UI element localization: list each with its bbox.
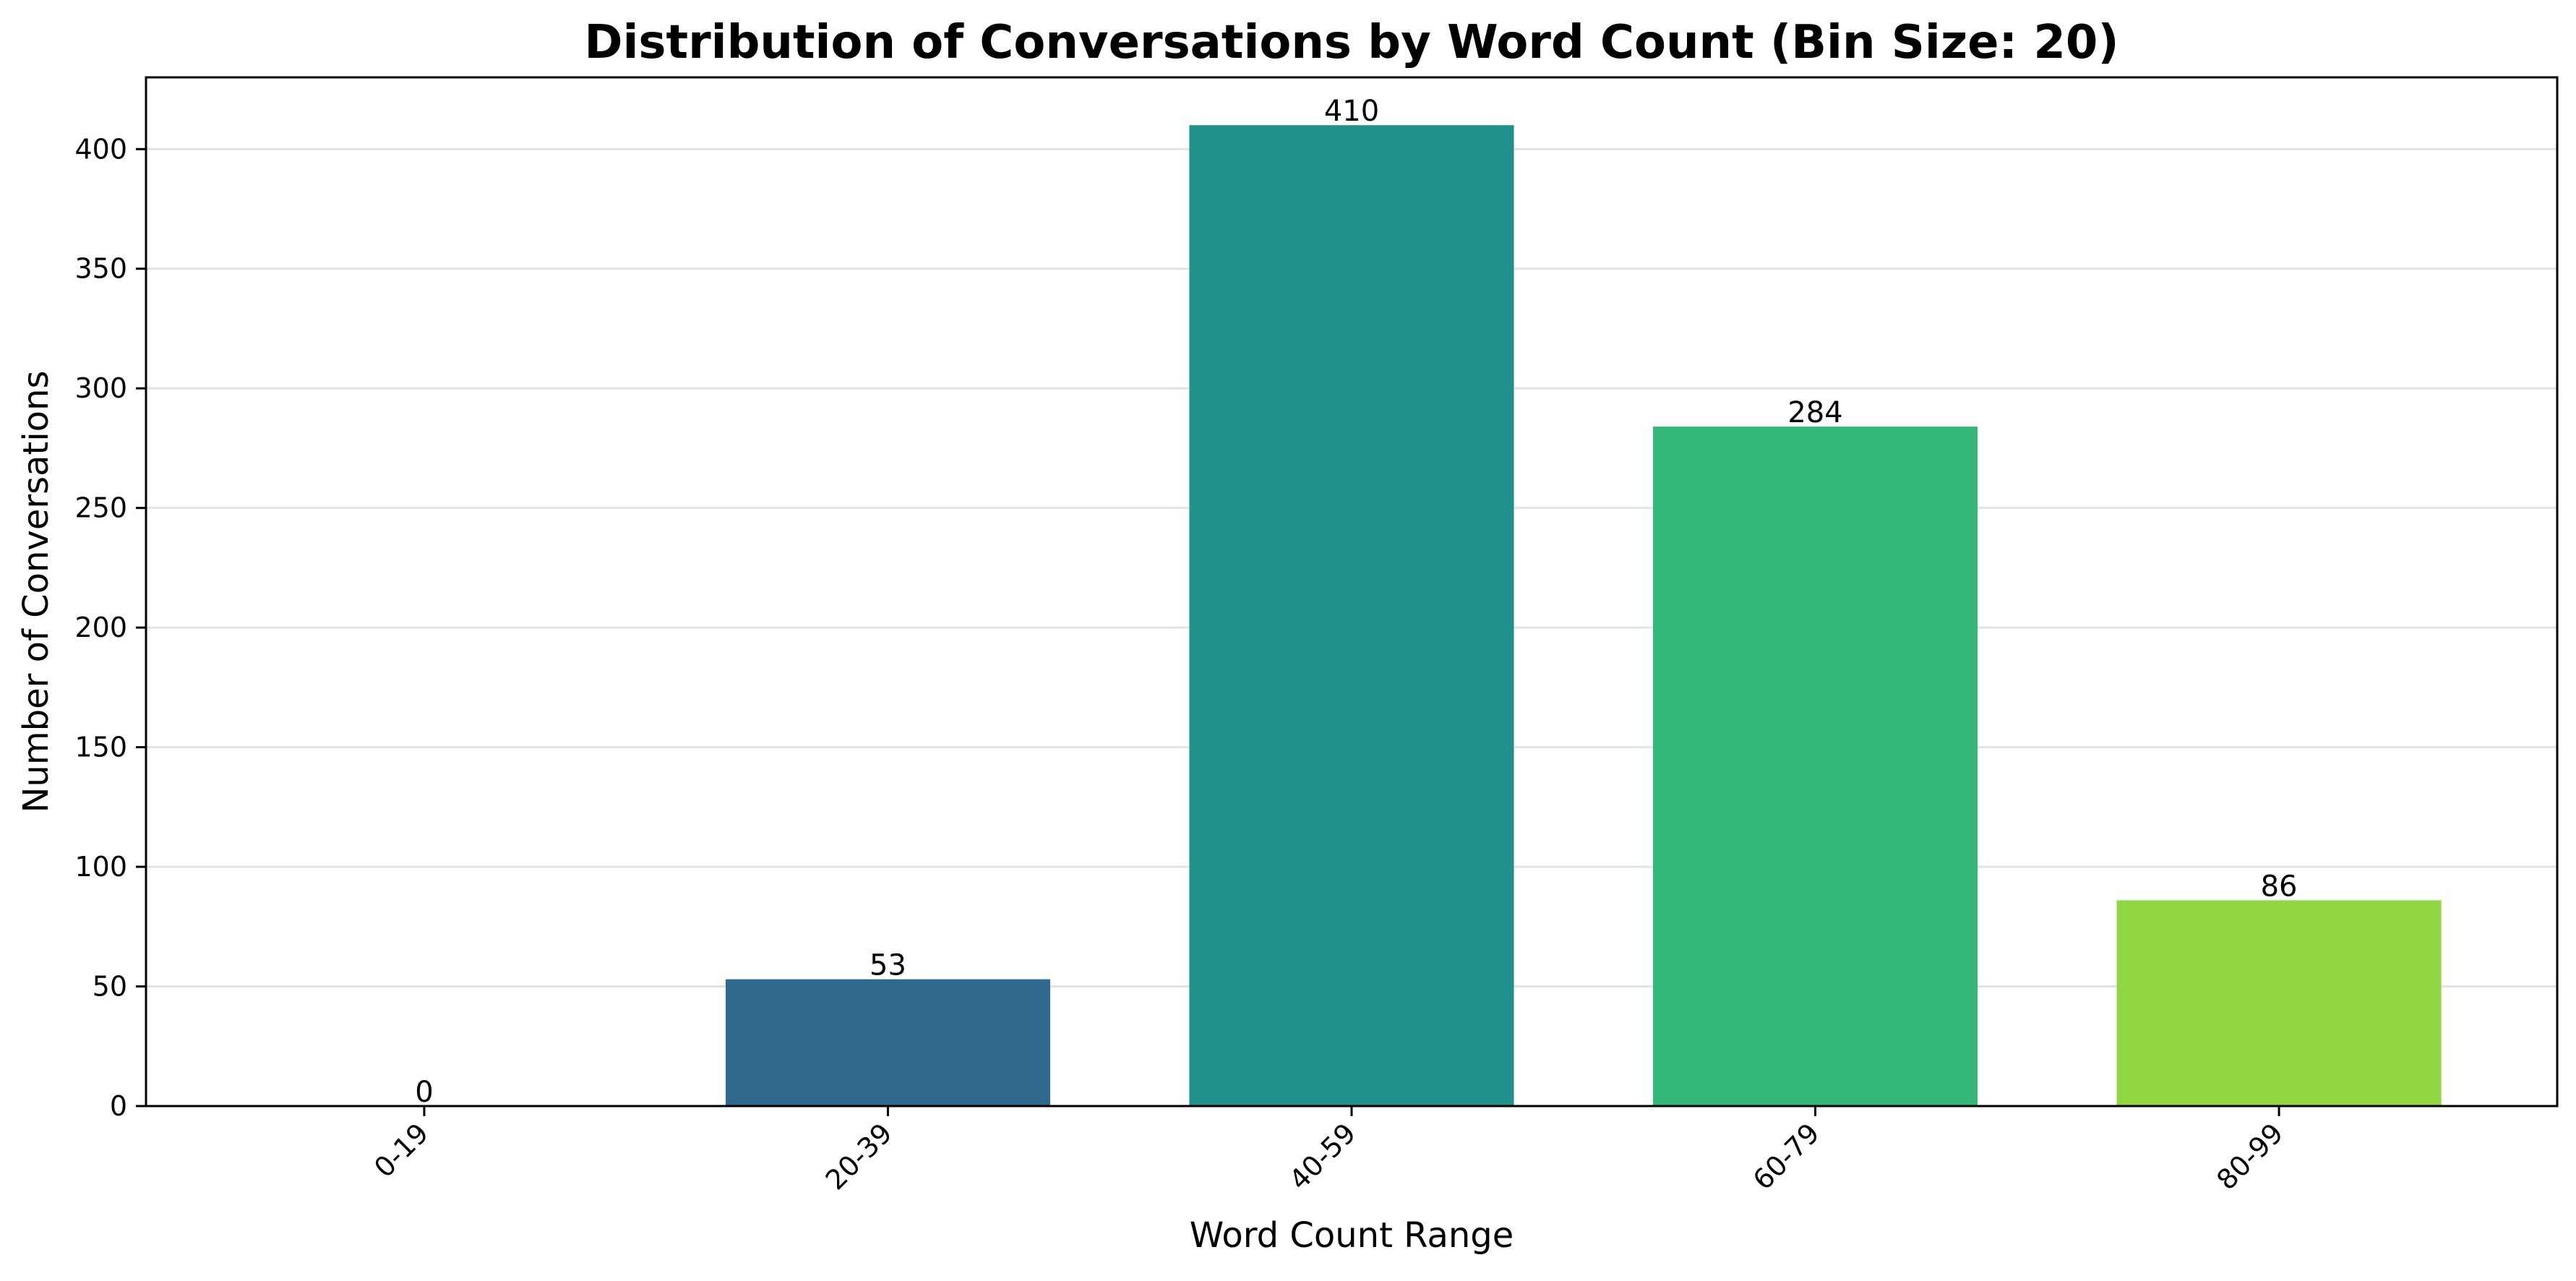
y-tick-label: 200 bbox=[74, 612, 127, 643]
bars bbox=[725, 125, 2442, 1107]
y-axis-label: Number of Conversations bbox=[16, 371, 56, 813]
bar-40-59 bbox=[1189, 125, 1514, 1107]
x-axis-ticks: 0-19 20-39 40-59 60-79 80-99 bbox=[368, 1106, 2289, 1196]
x-tick-label: 40-59 bbox=[1283, 1117, 1362, 1196]
x-axis-label: Word Count Range bbox=[1190, 1215, 1514, 1256]
y-tick-label: 100 bbox=[74, 851, 127, 883]
y-tick-label: 250 bbox=[74, 492, 127, 524]
y-tick-label: 350 bbox=[74, 253, 127, 285]
y-axis-ticks: 0 50 100 150 200 250 300 350 400 bbox=[74, 133, 146, 1122]
data-labels: 0 53 410 284 86 bbox=[415, 95, 2297, 1109]
y-tick-label: 50 bbox=[93, 971, 127, 1003]
bar-value-label: 410 bbox=[1324, 95, 1379, 128]
x-tick-label: 80-99 bbox=[2210, 1117, 2289, 1196]
bar-value-label: 53 bbox=[870, 949, 906, 982]
y-tick-label: 300 bbox=[74, 372, 127, 404]
bar-value-label: 284 bbox=[1787, 396, 1842, 429]
chart-title: Distribution of Conversations by Word Co… bbox=[584, 16, 2118, 69]
y-tick-label: 0 bbox=[110, 1090, 127, 1122]
x-tick-label: 20-39 bbox=[820, 1117, 898, 1196]
bar-value-label: 0 bbox=[415, 1076, 433, 1109]
y-tick-label: 400 bbox=[74, 133, 127, 165]
bar-80-99 bbox=[2116, 900, 2442, 1106]
x-tick-label: 60-79 bbox=[1747, 1117, 1826, 1196]
bar-20-39 bbox=[725, 979, 1050, 1106]
bar-60-79 bbox=[1653, 427, 1978, 1106]
y-tick-label: 150 bbox=[74, 732, 127, 763]
bar-value-label: 86 bbox=[2261, 870, 2298, 903]
x-tick-label: 0-19 bbox=[368, 1117, 434, 1183]
